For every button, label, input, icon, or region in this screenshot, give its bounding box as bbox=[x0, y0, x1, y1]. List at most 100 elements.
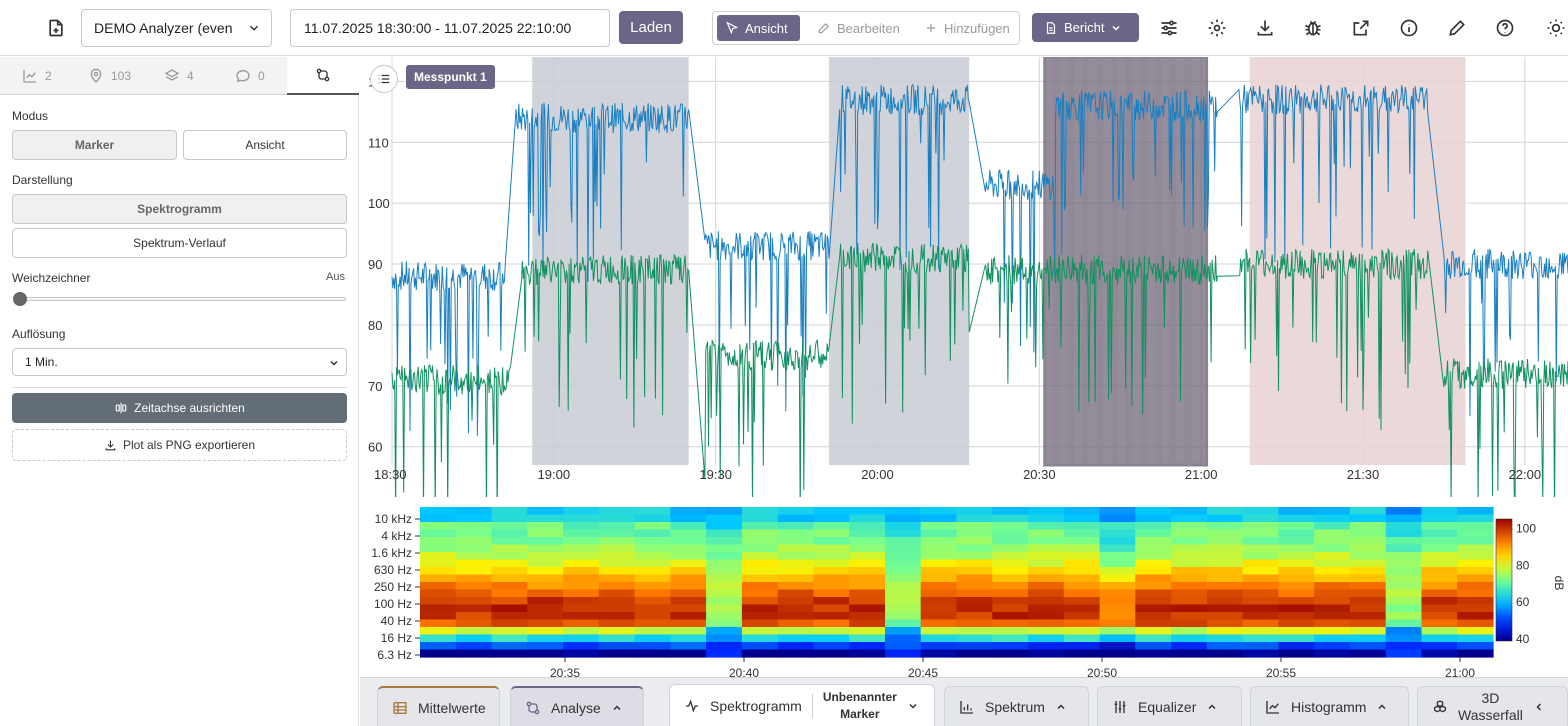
tab-spektrogramm[interactable]: Spektrogramm Unbenannter Marker bbox=[669, 684, 935, 726]
tab-analyse[interactable]: Analyse bbox=[510, 686, 644, 726]
tab-locations[interactable]: 103 bbox=[88, 57, 131, 95]
spectrogram-cell bbox=[563, 559, 600, 568]
export-png-button[interactable]: Plot als PNG exportieren bbox=[12, 429, 347, 461]
spectrogram-chart[interactable]: 10 kHz 4 kHz 1.6 kHz 630 Hz 250 Hz 100 Hz 40 H… bbox=[360, 499, 1568, 726]
spectrogram-cell bbox=[455, 544, 493, 553]
spectrogram-cell bbox=[706, 574, 743, 583]
tab-charts[interactable]: 2 bbox=[22, 57, 52, 95]
report-button[interactable]: Bericht bbox=[1032, 13, 1139, 42]
spectrogram-cell bbox=[1063, 597, 1101, 606]
spectrogram-cell bbox=[634, 582, 671, 591]
spectrogram-x-label: 20:40 bbox=[729, 666, 759, 680]
chart-menu-button[interactable] bbox=[370, 65, 398, 93]
mode-add-button[interactable]: Hinzufügen bbox=[916, 15, 1018, 41]
spectrogram-cell bbox=[1099, 567, 1136, 576]
spectrogram-cell bbox=[1206, 537, 1244, 546]
spectrogram-cell bbox=[1063, 589, 1101, 598]
spectrogram-cell bbox=[1171, 559, 1208, 568]
align-timeline-button[interactable]: Zeitachse ausrichten bbox=[12, 393, 347, 423]
load-button[interactable]: Laden bbox=[619, 11, 683, 44]
spectrogram-cell bbox=[1171, 597, 1208, 606]
mode-view-side-button[interactable]: Ansicht bbox=[183, 130, 347, 160]
spectrogram-cell bbox=[1314, 589, 1351, 598]
tab-layers[interactable]: 4 bbox=[164, 57, 194, 95]
settings-sliders-button[interactable] bbox=[1153, 12, 1185, 44]
spectrogram-cell bbox=[992, 522, 1029, 531]
spectrogram-cell bbox=[563, 507, 600, 516]
smoothing-slider-thumb[interactable] bbox=[13, 292, 27, 306]
spectrogram-cell bbox=[455, 627, 493, 636]
tab-histogramm[interactable]: Histogramm bbox=[1250, 686, 1409, 726]
y-tick-label: 80 bbox=[368, 318, 382, 333]
spectrogram-cell bbox=[741, 642, 779, 651]
spectrogram-cell bbox=[670, 634, 707, 643]
spectrogram-cell bbox=[670, 537, 707, 546]
tab-comments[interactable]: 0 bbox=[235, 57, 265, 95]
help-button[interactable] bbox=[1489, 12, 1521, 44]
spectrogram-cell bbox=[1242, 537, 1279, 546]
spectrogram-cell bbox=[420, 567, 457, 576]
spectrogram-cell bbox=[527, 649, 564, 658]
spectrogram-y-label: 250 Hz bbox=[374, 580, 412, 594]
spectrogram-cell bbox=[670, 597, 707, 606]
analyzer-select[interactable]: DEMO Analyzer (even bbox=[81, 9, 272, 47]
spectrogram-cell bbox=[849, 634, 886, 643]
tab-analysis[interactable] bbox=[287, 57, 359, 95]
spectrogram-cell bbox=[813, 529, 850, 538]
spectrogram-cell bbox=[563, 582, 600, 591]
spectrogram-cell bbox=[813, 597, 850, 606]
spectrogram-cell bbox=[491, 604, 528, 613]
spectrogram-cell bbox=[1063, 627, 1101, 636]
spectrogram-cell bbox=[1206, 642, 1244, 651]
download-button[interactable] bbox=[1249, 12, 1281, 44]
spectrogram-cell bbox=[1028, 612, 1065, 621]
spectrogram-cell bbox=[992, 612, 1029, 621]
table-icon bbox=[393, 701, 407, 714]
spectrogram-cell bbox=[885, 574, 922, 583]
spectrogram-cell bbox=[992, 514, 1029, 523]
open-external-button[interactable] bbox=[1345, 12, 1377, 44]
display-spectrogram-button[interactable]: Spektrogramm bbox=[12, 194, 347, 224]
spectrogram-cell bbox=[598, 529, 636, 538]
settings-button[interactable] bbox=[1201, 12, 1233, 44]
spectrogram-cell bbox=[563, 529, 600, 538]
resolution-select[interactable]: 1 Min. bbox=[12, 348, 347, 376]
spectrogram-cell bbox=[1385, 514, 1423, 523]
spectrogram-y-label: 4 kHz bbox=[381, 529, 412, 543]
x-tick-label: 20:30 bbox=[1023, 467, 1056, 482]
spectrogram-cell bbox=[527, 627, 564, 636]
spectrogram-cell bbox=[634, 642, 671, 651]
spectrogram-y-label: 630 Hz bbox=[374, 563, 412, 577]
smoothing-slider-track[interactable] bbox=[20, 297, 346, 301]
spectrogram-cell bbox=[1421, 649, 1458, 658]
tab-equalizer[interactable]: Equalizer bbox=[1097, 686, 1242, 726]
spectrogram-cell bbox=[1385, 552, 1423, 561]
display-spectrum-course-button[interactable]: Spektrum-Verlauf bbox=[12, 228, 347, 258]
spectrogram-cell bbox=[1099, 514, 1136, 523]
spectrogram-cell bbox=[992, 589, 1029, 598]
spectrogram-cell bbox=[491, 522, 528, 531]
spectrogram-cell bbox=[992, 552, 1029, 561]
new-file-button[interactable] bbox=[40, 12, 72, 44]
spectrogram-cell bbox=[1457, 597, 1494, 606]
marker-select[interactable]: Unbenannter Marker bbox=[823, 689, 897, 723]
tab-3d-wasserfall[interactable]: 3D Wasserfall bbox=[1417, 686, 1568, 726]
info-button[interactable] bbox=[1393, 12, 1425, 44]
spectrogram-cell bbox=[527, 589, 564, 598]
timeline-chart[interactable]: 6070809010011012018:3019:0019:3020:0020:… bbox=[360, 57, 1568, 497]
spectrogram-cell bbox=[1242, 559, 1279, 568]
time-range-input[interactable]: 11.07.2025 18:30:00 - 11.07.2025 22:10:0… bbox=[290, 9, 610, 47]
spectrogram-cell bbox=[1171, 619, 1208, 628]
spectrogram-cell bbox=[527, 544, 564, 553]
mode-edit-button[interactable]: Bearbeiten bbox=[809, 15, 908, 41]
mode-marker-button[interactable]: Marker bbox=[12, 130, 177, 160]
tab-mittelwerte[interactable]: Mittelwerte bbox=[377, 686, 500, 726]
debug-button[interactable] bbox=[1297, 12, 1329, 44]
edit-button[interactable] bbox=[1441, 12, 1473, 44]
spectrogram-cell bbox=[527, 529, 564, 538]
spectrogram-cell bbox=[455, 537, 493, 546]
mode-view-button[interactable]: Ansicht bbox=[717, 15, 800, 41]
theme-toggle-button[interactable] bbox=[1540, 12, 1568, 44]
tab-spektrum[interactable]: Spektrum bbox=[944, 686, 1089, 726]
spectrogram-cell bbox=[455, 522, 493, 531]
